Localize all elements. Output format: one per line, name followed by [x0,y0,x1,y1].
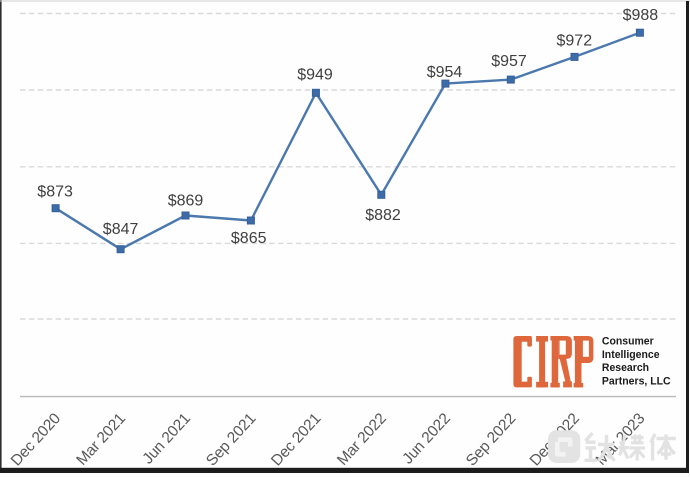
svg-text:Sep 2022: Sep 2022 [463,410,519,469]
svg-text:$954: $954 [427,64,463,81]
svg-text:Research: Research [602,362,649,374]
svg-text:Jun 2022: Jun 2022 [399,410,454,467]
svg-text:$865: $865 [231,230,267,247]
svg-text:$873: $873 [37,183,73,200]
svg-text:$882: $882 [365,207,401,224]
svg-text:Dec 2020: Dec 2020 [8,410,65,470]
svg-text:$957: $957 [491,53,527,70]
svg-text:$847: $847 [103,221,139,238]
svg-text:Partners, LLC: Partners, LLC [602,375,671,387]
svg-text:Mar 2022: Mar 2022 [334,410,390,469]
svg-text:$869: $869 [168,192,204,209]
svg-text:Consumer: Consumer [602,335,655,347]
svg-text:Sep 2021: Sep 2021 [203,410,259,469]
svg-text:$972: $972 [557,33,593,50]
svg-text:Dec 2021: Dec 2021 [268,410,324,469]
svg-text:$988: $988 [623,7,659,24]
svg-text:Intelligence: Intelligence [602,348,660,360]
svg-text:Jun 2021: Jun 2021 [139,410,194,467]
svg-text:$949: $949 [297,67,333,84]
svg-text:Mar 2021: Mar 2021 [73,410,129,469]
